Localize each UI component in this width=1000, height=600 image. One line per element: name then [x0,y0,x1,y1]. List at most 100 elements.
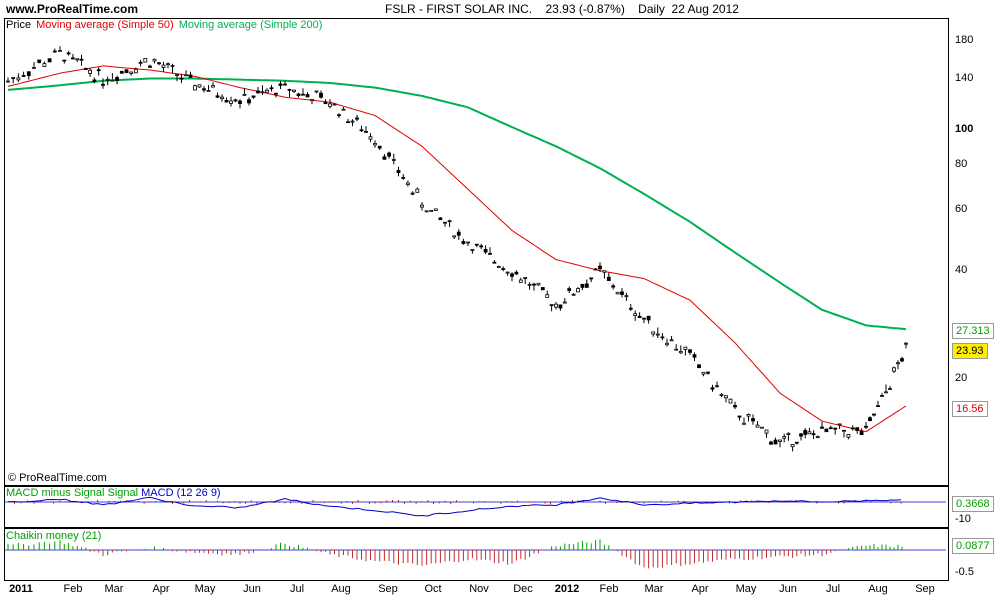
legend-price: Price [6,19,32,31]
x-label-apr: Apr [152,583,170,595]
price-candle [332,103,337,106]
price-candle [75,58,80,61]
x-label-mar-2012: Mar [644,583,664,595]
price-candle [665,342,669,346]
price-candle [692,354,697,358]
tag-ma50: 16.56 [952,401,988,417]
price-candle [606,276,611,282]
x-label-sep: Sep [378,583,398,595]
price-candle [742,422,746,425]
price-candle [346,121,350,124]
chaikin-label: Chaikin money (21) [6,530,102,542]
x-label-jul: Jul [289,583,305,595]
tag-ma200: 27.313 [952,323,994,339]
price-candle [764,429,769,434]
price-candle [598,265,602,270]
price-candle [133,68,138,74]
price-candle [71,57,75,60]
y-tick-140: 140 [955,72,974,84]
price-candle [202,88,206,91]
price-candle [396,170,401,173]
price-candle [868,417,872,422]
chart-header: www.ProRealTime.com FSLR - FIRST SOLAR I… [0,0,1000,18]
price-candle [211,85,215,88]
legend-ma50: Moving average (Simple 50) [36,19,174,31]
price-candle [283,83,287,86]
price-candle [256,90,260,94]
price-legend: Price Moving average (Simple 50) Moving … [6,19,324,31]
price-candle [855,427,860,432]
x-label-dec: Dec [513,583,533,595]
price-candle [532,283,536,286]
y-tick-180: 180 [955,34,974,46]
price-candle [602,270,607,273]
y-tick-20: 20 [955,372,968,384]
price-candle [47,58,52,63]
x-label-apr-2012: Apr [691,583,709,595]
site-url: www.ProRealTime.com [6,2,139,16]
price-candle [523,276,528,279]
price-candle [215,95,220,98]
price-candle [479,245,484,248]
price-candle [152,58,157,62]
price-candle [32,67,36,69]
x-label-jun-2012: Jun [779,583,797,595]
x-label-aug: Aug [331,583,351,595]
price-candle [737,415,742,418]
price-candle [161,64,166,68]
price-candle [820,426,824,429]
price-candle [452,235,457,238]
price-candle [584,283,589,288]
price-candle [872,413,876,416]
x-label-aug-2012: Aug [868,583,888,595]
price-candle [92,79,97,82]
x-label-oct: Oct [424,583,442,595]
price-candle [148,65,152,68]
price-candle [466,241,470,244]
price-candle [197,84,202,88]
price-candle [143,58,148,63]
price-candle [778,439,782,443]
price-candle [247,99,251,104]
price-candle [884,391,888,394]
price-candle [828,427,833,430]
price-candle [382,156,387,160]
tag-chaikin: 0.0877 [952,538,994,554]
x-label-2011: 2011 [9,583,33,595]
price-candle [683,346,688,350]
price-candle [310,99,314,102]
price-candle [328,103,332,107]
price-candle [470,249,475,251]
price-candle [554,303,558,308]
price-candle [794,441,799,444]
price-candle [510,273,514,277]
price-candle [876,405,880,408]
price-candle [728,398,733,404]
x-label-jul-2012: Jul [825,583,841,595]
price-candle [424,210,429,213]
price-candle [301,93,305,96]
price-candle [391,159,396,161]
price-candle [274,92,278,95]
price-candle [238,100,242,104]
price-candle [501,268,506,271]
price-candle [620,291,624,295]
price-candle [611,285,616,288]
price-candle [483,248,488,253]
price-candle [628,307,633,310]
price-candle [260,91,265,94]
price-candle [549,304,554,307]
price-candle [52,50,57,53]
price-candle [377,145,382,149]
price-candle [58,50,62,52]
price-candle [799,433,803,437]
x-label-may-2012: May [735,583,757,595]
price-candle [456,231,461,236]
x-label-2012: 2012 [554,583,580,595]
price-candle [11,77,16,79]
price-candle [166,63,170,66]
price-candle [859,430,864,435]
price-candle [701,371,706,375]
price-candle [505,271,510,274]
